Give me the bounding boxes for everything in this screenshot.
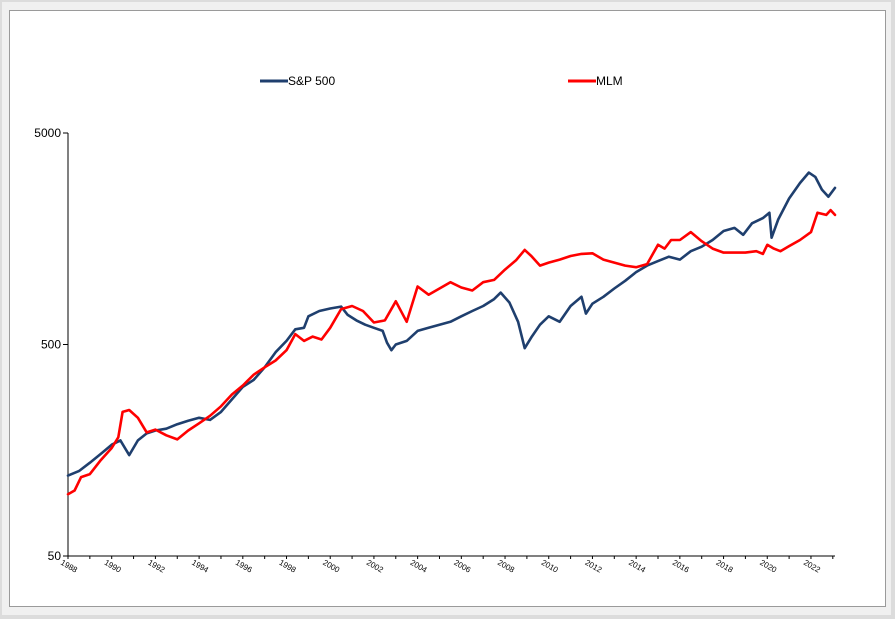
legend-label-sp500: S&P 500 [288,74,335,88]
series-lines [66,171,837,496]
x-tick-label: 2014 [627,558,647,575]
x-tick-label: 2020 [758,558,778,575]
series-line-mlm [66,208,837,496]
chart-area: S&P 500 MLM 1988 1990 1992 1994 1996 1998 2000 2… [9,10,886,607]
series-line-sp500 [66,171,837,477]
x-tick-label: 1988 [59,558,79,575]
x-tick-label: 1990 [103,558,123,575]
x-tick-label: 2002 [365,558,385,575]
x-tick-label: 2006 [452,558,472,575]
x-tick-label: 2010 [540,558,560,575]
x-tick-label: 2018 [715,558,735,575]
x-tick-label: 2016 [671,558,691,575]
axes [63,132,835,559]
legend-label-mlm: MLM [596,74,623,88]
x-tick-label: 2004 [409,558,429,575]
x-tick-label: 2008 [496,558,516,575]
y-tick-label: 5000 [34,126,61,140]
y-tick-labels: 50 500 5000 [34,126,61,563]
legend: S&P 500 MLM [260,74,623,88]
x-tick-label: 1996 [234,558,254,575]
x-tick-label: 1994 [190,558,210,575]
x-tick-labels: 1988 1990 1992 1994 1996 1998 2000 2002 2004 2006… [59,558,822,575]
x-tick-label: 2012 [583,558,603,575]
line-chart: S&P 500 MLM 1988 1990 1992 1994 1996 1998 2000 2… [34,74,837,575]
x-tick-label: 2022 [802,558,822,575]
y-tick-label: 50 [48,549,62,563]
x-tick-label: 1998 [278,558,298,575]
x-tick-label: 1992 [146,558,166,575]
x-tick-label: 2000 [321,558,341,575]
y-tick-label: 500 [41,338,61,352]
